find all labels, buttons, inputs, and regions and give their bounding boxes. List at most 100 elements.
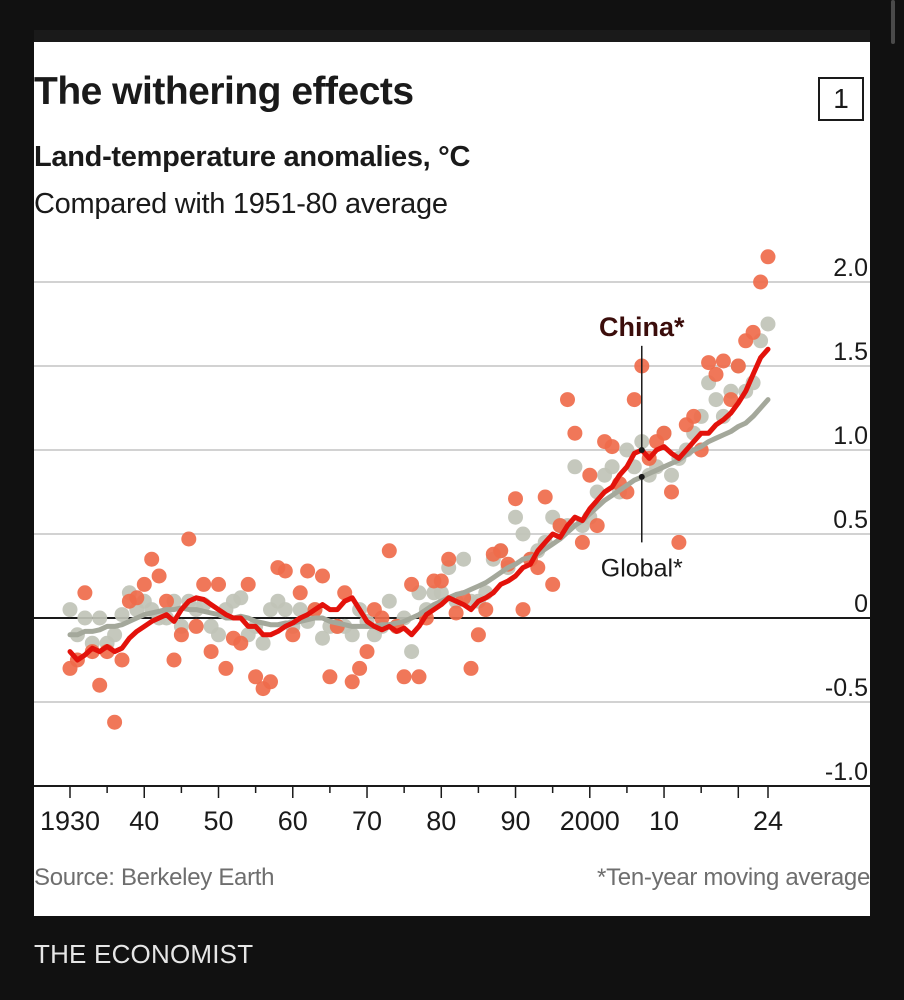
y-tick-label: 1.5 xyxy=(833,338,868,366)
china-annual-point xyxy=(322,669,338,685)
global-annual-point xyxy=(381,593,397,609)
china-annual-point xyxy=(151,568,167,584)
y-tick-label: 0.5 xyxy=(833,506,868,534)
x-axis: 1930 40 50 60 70 80 90 2000 10 24 xyxy=(34,785,870,836)
china-annual-point xyxy=(381,543,397,559)
china-annual-point xyxy=(248,669,264,685)
china-annual-point xyxy=(292,585,308,601)
x-tick-label: 90 xyxy=(501,806,531,836)
global-annual-point xyxy=(62,602,78,618)
china-annual-point xyxy=(277,563,293,579)
line-chart: China* Global* -1.0 -0.5 0 0.5 1.0 1.5 2.0 1930… xyxy=(34,249,870,836)
chart-source: Source: Berkeley Earth xyxy=(34,864,275,891)
global-annual-point xyxy=(619,442,635,458)
china-annual-point xyxy=(515,602,531,618)
china-annual-point xyxy=(664,484,679,500)
china-annual-point xyxy=(300,563,316,579)
global-annual-point xyxy=(456,551,472,567)
china-annual-point xyxy=(233,635,249,651)
china-annual-point xyxy=(107,714,123,730)
china-annual-point xyxy=(433,573,449,589)
china-annual-point xyxy=(701,355,717,371)
china-annual-point xyxy=(574,534,590,550)
global-annual-point xyxy=(433,585,449,601)
chart-card: The withering effects 1 Land-temperature… xyxy=(34,30,870,916)
china-annual-point xyxy=(441,551,457,567)
china-annual-point xyxy=(560,392,575,408)
china-annual-point xyxy=(463,660,479,676)
china-annual-point xyxy=(136,576,152,592)
global-annual-point xyxy=(255,635,271,651)
global-annual-point xyxy=(760,316,776,332)
china-annual-point xyxy=(404,576,420,592)
china-annual-point xyxy=(374,610,390,626)
china-annual-point xyxy=(537,489,553,505)
china-annual-point xyxy=(545,576,561,592)
china-annotation-dot xyxy=(638,447,645,453)
china-annual-point xyxy=(337,585,353,601)
publisher-credit: THE ECONOMIST xyxy=(34,939,254,969)
china-annual-point xyxy=(760,249,776,265)
china-annual-point xyxy=(567,425,583,441)
china-annual-point xyxy=(508,491,523,507)
china-annual-point xyxy=(159,593,174,609)
china-annual-points xyxy=(62,249,776,730)
x-tick-label: 60 xyxy=(278,806,308,836)
global-annotation-dot xyxy=(638,473,645,480)
china-label: China* xyxy=(599,312,685,342)
china-annual-point xyxy=(671,534,687,550)
figure-number-badge: 1 xyxy=(818,77,864,121)
china-annual-point xyxy=(604,439,620,455)
china-annual-point xyxy=(211,576,226,592)
x-tick-label: 80 xyxy=(426,806,456,836)
china-annual-point xyxy=(315,568,330,584)
china-annual-point xyxy=(240,576,256,592)
china-annual-point xyxy=(626,392,642,408)
card-top-bar xyxy=(34,30,870,42)
global-moving-average-line xyxy=(67,397,771,638)
x-tick-label: 10 xyxy=(649,806,679,836)
china-annual-point xyxy=(411,669,427,685)
y-tick-label: 0 xyxy=(854,590,868,618)
annotations: China* Global* xyxy=(599,312,685,583)
global-annual-point xyxy=(508,509,523,525)
global-annual-point xyxy=(404,644,420,660)
y-tick-label: -0.5 xyxy=(825,674,868,702)
china-annual-point xyxy=(656,425,672,441)
global-label: Global* xyxy=(601,554,683,582)
global-annual-point xyxy=(292,602,308,618)
y-axis-ticks: -1.0 -0.5 0 0.5 1.0 1.5 2.0 xyxy=(825,254,868,786)
china-annual-point xyxy=(359,644,375,660)
china-annual-point xyxy=(530,560,546,576)
x-tick-label: 70 xyxy=(352,806,382,836)
china-annual-point xyxy=(218,660,234,676)
scrollbar[interactable] xyxy=(891,0,895,44)
y-tick-label: 2.0 xyxy=(833,254,868,282)
china-moving-average-line xyxy=(67,346,771,663)
china-annual-point xyxy=(753,274,769,290)
global-annual-point xyxy=(77,610,93,626)
china-annual-point xyxy=(188,618,204,634)
china-annual-point xyxy=(144,551,160,567)
china-annual-point xyxy=(203,644,219,660)
china-annual-point xyxy=(114,652,130,668)
global-annual-point xyxy=(277,602,293,618)
global-annual-point xyxy=(515,526,531,542)
china-annual-point xyxy=(181,531,197,547)
global-annual-point xyxy=(708,392,724,408)
china-annual-point xyxy=(263,674,278,690)
y-tick-label: -1.0 xyxy=(825,758,868,786)
global-annual-point xyxy=(315,630,330,646)
chart-footnote: *Ten-year moving average xyxy=(597,864,870,891)
china-annual-point xyxy=(92,677,108,693)
china-annual-point xyxy=(582,467,598,483)
global-annual-point xyxy=(344,627,360,643)
x-tick-label: 1930 xyxy=(40,806,100,836)
china-annual-point xyxy=(589,518,605,534)
china-annual-point xyxy=(166,652,182,668)
china-annual-point xyxy=(129,590,145,606)
global-annual-point xyxy=(107,627,123,643)
china-annual-point xyxy=(708,366,724,382)
global-annual-point xyxy=(92,610,108,626)
china-annual-point xyxy=(344,674,360,690)
